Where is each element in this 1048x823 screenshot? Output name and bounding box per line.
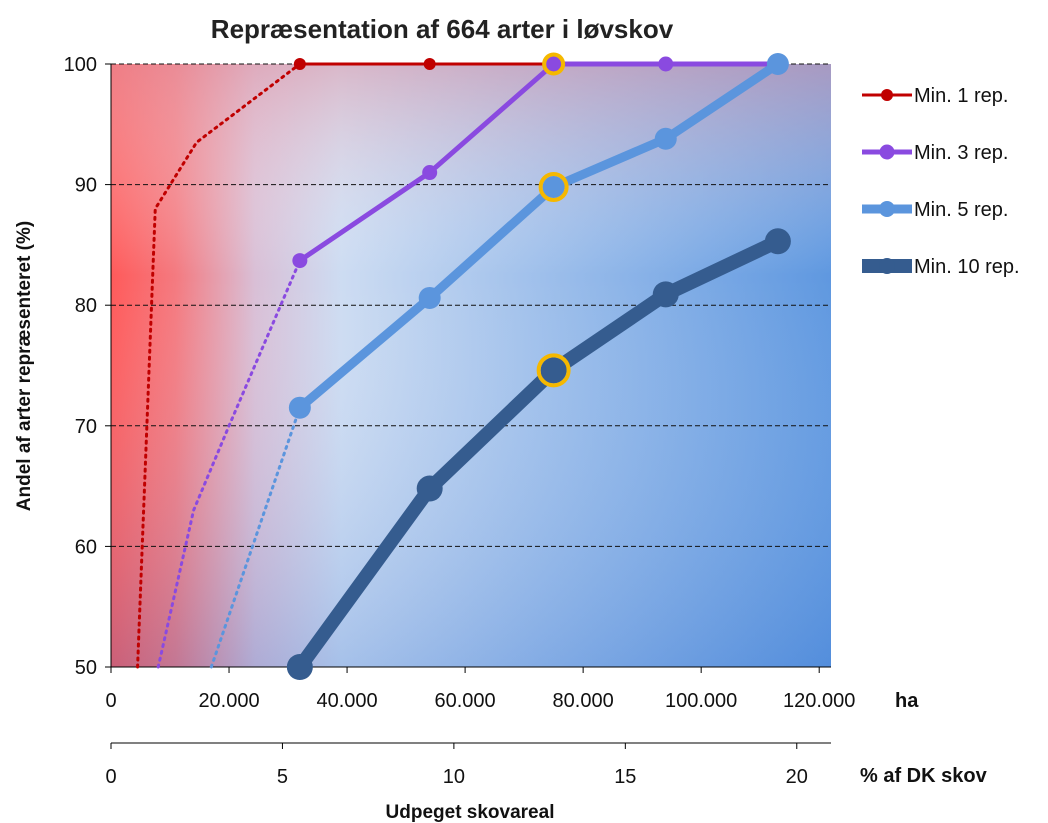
series-min-1-rep-extrapolation — [136, 62, 302, 669]
series-min-10-rep-point — [416, 475, 443, 502]
legend-label: Min. 10 rep. — [914, 256, 1020, 278]
legend-marker — [881, 89, 893, 101]
x-tick-label-pct: 15 — [614, 766, 636, 788]
series-min-3-rep-extrapolation — [156, 259, 302, 669]
legend-marker — [879, 258, 895, 274]
highlight-ring — [538, 172, 569, 203]
series-min-10-rep-point — [286, 654, 313, 680]
series-min-10-rep-point — [540, 357, 567, 384]
series-min-10-rep-point — [652, 281, 679, 308]
legend-label: Min. 1 rep. — [914, 85, 1008, 107]
series-min-5-rep-point — [418, 286, 441, 309]
legend: Min. 1 rep. Min. 3 rep. Min. 5 rep. Min. 10… — [862, 85, 1020, 278]
x-tick-label-ha: 20.000 — [198, 690, 259, 712]
x-axis-ha: 0 20.000 40.000 60.000 80.000 100.000 120.000 — [105, 666, 855, 712]
gridlines — [111, 63, 831, 547]
series-min-1-rep-point — [293, 58, 306, 70]
x-tick-label-ha: 80.000 — [553, 690, 614, 712]
plot-background-overlay — [111, 64, 831, 667]
x-tick-label-pct: 0 — [105, 766, 116, 788]
legend-marker — [879, 201, 895, 217]
series-min-3-rep-point — [292, 253, 308, 269]
y-tick-label: 70 — [75, 416, 97, 438]
series-min-1-rep-point — [423, 58, 436, 70]
series-min-10-rep-point — [764, 228, 791, 255]
x-axis-pct: 0 5 10 15 20 — [105, 742, 831, 788]
x-tick-label-pct: 20 — [786, 766, 808, 788]
highlight-ring — [542, 52, 566, 76]
y-axis-label: Andel af arter repræsenteret (%) — [14, 221, 35, 511]
y-tick-label: 90 — [75, 175, 97, 197]
x-tick-label-ha: 0 — [105, 690, 116, 712]
legend-label: Min. 5 rep. — [914, 199, 1008, 221]
x-tick-label-pct: 10 — [443, 766, 465, 788]
legend-label: Min. 3 rep. — [914, 142, 1008, 164]
plot-area — [111, 64, 831, 667]
series-min-5-rep-point — [288, 396, 311, 419]
y-tick-label: 100 — [64, 54, 97, 76]
series-min-3-rep-point — [658, 56, 674, 72]
chart-title: Repræsentation af 664 arter i løvskov — [211, 14, 674, 44]
series-layer — [136, 52, 791, 680]
x-tick-label-ha: 100.000 — [665, 690, 737, 712]
y-tick-label: 50 — [75, 657, 97, 679]
series-min-5-rep-point — [654, 127, 677, 150]
x-tick-label-pct: 5 — [277, 766, 288, 788]
y-tick-label: 60 — [75, 536, 97, 558]
y-axis: 50 60 70 80 90 100 — [64, 54, 112, 679]
x-tick-label-ha: 60.000 — [435, 690, 496, 712]
series-min-3-rep-point — [422, 165, 438, 181]
x-tick-label-ha: 120.000 — [783, 690, 855, 712]
highlight-ring — [536, 353, 571, 388]
series-min-5-rep-point — [766, 53, 789, 75]
series-min-3-rep-point — [546, 56, 562, 72]
x-tick-label-ha: 40.000 — [316, 690, 377, 712]
series-min-5-rep-point — [542, 176, 565, 199]
legend-marker — [879, 144, 895, 160]
x-axis-label: Udpeget skovareal — [386, 802, 555, 823]
x-unit-pct: % af DK skov — [860, 765, 988, 787]
y-tick-label: 80 — [75, 295, 97, 317]
x-unit-ha: ha — [895, 690, 919, 712]
